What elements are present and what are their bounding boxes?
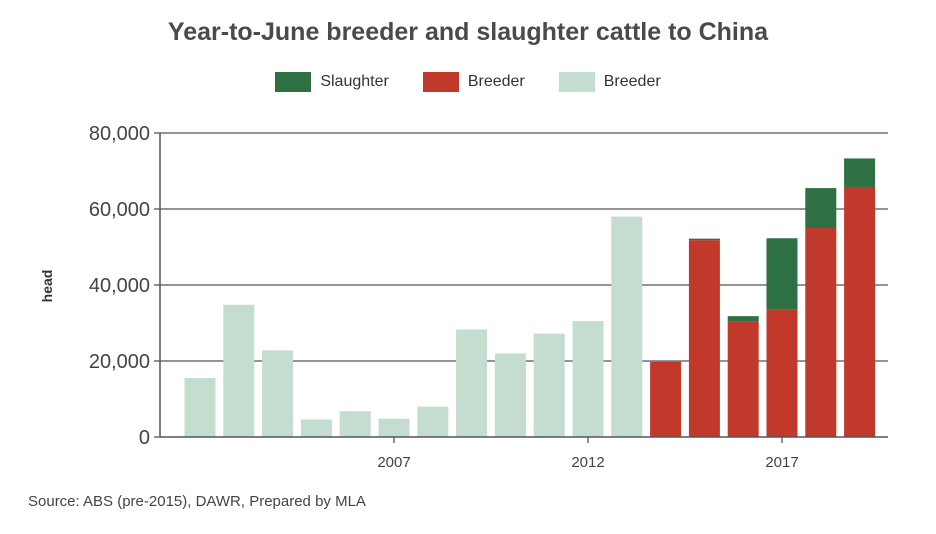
bar-2016-series-2 [727, 316, 759, 322]
bar-2008-series-0 [417, 406, 449, 437]
bar-2006-series-0 [339, 411, 371, 437]
x-tick-label: 2012 [571, 454, 604, 471]
bar-2010-series-0 [494, 353, 526, 437]
y-tick-label: 40,000 [89, 275, 150, 297]
bar-2018-series-2 [805, 188, 837, 228]
bar-2013-series-0 [611, 216, 643, 437]
x-tick-label: 2017 [765, 454, 798, 471]
bar-2005-series-0 [300, 419, 332, 437]
bar-2017-series-1 [766, 309, 798, 437]
chart-title: Year-to-June breeder and slaughter cattl… [167, 18, 769, 46]
legend-label-breeder-red: Breeder [467, 73, 525, 90]
bar-2007-series-0 [378, 418, 410, 437]
bar-2003-series-0 [223, 304, 255, 437]
source-note: Source: ABS (pre-2015), DAWR, Prepared b… [28, 493, 366, 510]
bar-2019-series-1 [844, 186, 876, 437]
y-tick-label: 20,000 [89, 351, 150, 373]
bar-2016-series-1 [727, 321, 759, 437]
bar-2004-series-0 [262, 350, 294, 437]
bar-2017-series-2 [766, 238, 798, 310]
bar-2002-series-0 [184, 378, 216, 437]
bar-2014-series-1 [650, 361, 682, 437]
legend-label-slaughter: Slaughter [320, 73, 389, 90]
y-tick-label: 80,000 [89, 123, 150, 145]
legend-item-slaughter: Slaughter [275, 72, 389, 92]
bars [184, 158, 876, 437]
x-tick-label: 2007 [377, 454, 410, 471]
legend: Slaughter Breeder Breeder [0, 72, 936, 92]
y-tick-label: 60,000 [89, 199, 150, 221]
bar-2015-series-2 [688, 238, 720, 241]
legend-item-breeder-light: Breeder [558, 72, 661, 92]
bar-2009-series-0 [456, 329, 488, 437]
legend-label-breeder-light: Breeder [603, 73, 661, 90]
bar-2019-series-2 [844, 158, 876, 187]
bar-2011-series-0 [533, 333, 565, 437]
axes: 0 20,000 40,000 60,000 80,000 2007 2012 2017 [89, 123, 888, 471]
bar-2018-series-1 [805, 228, 837, 437]
bar-2012-series-0 [572, 321, 604, 437]
legend-swatch-slaughter [275, 72, 312, 92]
legend-item-breeder-red: Breeder [422, 72, 525, 92]
legend-swatch-breeder-light [558, 72, 595, 92]
legend-swatch-breeder-red [422, 72, 459, 92]
y-tick-label: 0 [139, 427, 150, 449]
bar-2015-series-1 [688, 240, 720, 437]
y-axis-label: head [39, 270, 55, 303]
